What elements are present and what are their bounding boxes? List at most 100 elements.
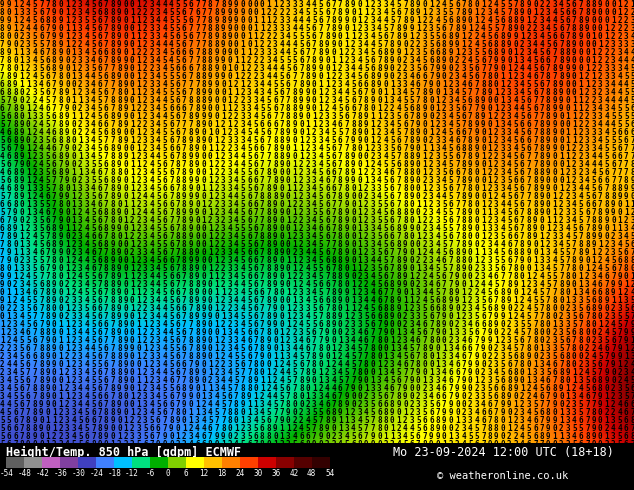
Text: 0: 0 <box>384 424 388 434</box>
Text: 7: 7 <box>403 0 408 9</box>
Text: 9: 9 <box>546 168 550 177</box>
Text: 7: 7 <box>526 160 531 169</box>
Text: 5: 5 <box>91 312 96 321</box>
Text: 5: 5 <box>578 400 583 410</box>
Text: 4: 4 <box>221 376 226 385</box>
Text: 0: 0 <box>72 80 76 89</box>
Text: 6: 6 <box>546 56 550 65</box>
Text: 3: 3 <box>306 224 310 233</box>
Text: 8: 8 <box>533 208 538 217</box>
Text: 1: 1 <box>422 152 427 161</box>
Text: 7: 7 <box>546 64 550 73</box>
Text: 5: 5 <box>312 8 316 17</box>
Text: 7: 7 <box>370 336 375 345</box>
Text: 6: 6 <box>624 136 629 145</box>
Text: 3: 3 <box>442 360 446 369</box>
Text: 3: 3 <box>618 384 622 393</box>
Text: 5: 5 <box>624 304 629 313</box>
Text: 9: 9 <box>332 416 336 425</box>
Text: 4: 4 <box>630 32 634 41</box>
Text: 6: 6 <box>488 48 492 57</box>
Text: 2: 2 <box>468 296 472 305</box>
Text: 7: 7 <box>39 296 44 305</box>
Text: 2: 2 <box>377 120 382 129</box>
Text: 7: 7 <box>344 384 349 393</box>
Text: 3: 3 <box>214 376 219 385</box>
Text: 1: 1 <box>566 112 570 121</box>
Text: 2: 2 <box>318 120 323 129</box>
Text: 0: 0 <box>65 48 70 57</box>
Text: 4: 4 <box>429 288 434 297</box>
Text: 2: 2 <box>273 16 278 25</box>
Text: 3: 3 <box>344 344 349 353</box>
Text: 8: 8 <box>266 184 271 193</box>
Text: 9: 9 <box>578 256 583 265</box>
Text: 1: 1 <box>221 328 226 337</box>
Text: 9: 9 <box>416 8 420 17</box>
Text: 3: 3 <box>156 328 160 337</box>
Text: 8: 8 <box>436 416 440 425</box>
Text: 4: 4 <box>410 336 414 345</box>
Text: 3: 3 <box>32 64 37 73</box>
Text: 4: 4 <box>462 336 466 345</box>
Text: 1: 1 <box>254 40 258 49</box>
Text: 0: 0 <box>292 408 297 417</box>
Text: 9: 9 <box>117 16 122 25</box>
Text: 6: 6 <box>6 112 11 121</box>
Text: 3: 3 <box>370 216 375 225</box>
Text: 8: 8 <box>572 32 577 41</box>
Text: 6: 6 <box>436 296 440 305</box>
Text: 7: 7 <box>176 152 180 161</box>
Text: 4: 4 <box>455 352 460 361</box>
Text: 6: 6 <box>624 248 629 257</box>
Text: 8: 8 <box>110 16 115 25</box>
Text: 2: 2 <box>266 24 271 33</box>
Text: 1: 1 <box>364 144 368 153</box>
Text: 7: 7 <box>0 56 4 65</box>
Text: 4: 4 <box>598 264 603 273</box>
Text: 3: 3 <box>325 112 330 121</box>
Text: 3: 3 <box>156 80 160 89</box>
Text: 5: 5 <box>422 408 427 417</box>
Text: 1: 1 <box>228 88 232 97</box>
Text: 8: 8 <box>578 16 583 25</box>
Text: 4: 4 <box>150 184 154 193</box>
Text: 9: 9 <box>124 80 128 89</box>
Text: 5: 5 <box>611 328 616 337</box>
Text: 7: 7 <box>260 184 264 193</box>
Text: 1: 1 <box>592 48 596 57</box>
Text: 4: 4 <box>234 168 238 177</box>
Text: 0: 0 <box>124 168 128 177</box>
Text: 5: 5 <box>403 104 408 113</box>
Text: 0: 0 <box>273 328 278 337</box>
Text: 0: 0 <box>540 328 544 337</box>
Text: 3: 3 <box>156 360 160 369</box>
Text: 3: 3 <box>84 200 89 209</box>
Text: 4: 4 <box>240 280 245 289</box>
Text: 6: 6 <box>370 56 375 65</box>
Text: 3: 3 <box>84 64 89 73</box>
Text: 0: 0 <box>468 384 472 393</box>
Text: 1: 1 <box>592 248 596 257</box>
Text: 2: 2 <box>240 424 245 434</box>
Text: 8: 8 <box>266 216 271 225</box>
Text: 2: 2 <box>292 424 297 434</box>
Text: 8: 8 <box>410 168 414 177</box>
Text: 8: 8 <box>110 248 115 257</box>
Text: 9: 9 <box>481 104 486 113</box>
Text: 0: 0 <box>65 72 70 81</box>
Text: 7: 7 <box>578 0 583 9</box>
Text: 7: 7 <box>396 232 401 241</box>
Text: 9: 9 <box>514 376 518 385</box>
Text: 3: 3 <box>299 0 304 9</box>
Text: 8: 8 <box>117 320 122 329</box>
Text: 7: 7 <box>390 248 394 257</box>
Text: 8: 8 <box>202 72 206 81</box>
Text: 4: 4 <box>84 40 89 49</box>
Text: 2: 2 <box>559 200 564 209</box>
Text: 3: 3 <box>546 344 550 353</box>
Text: 9: 9 <box>13 208 18 217</box>
Text: 0: 0 <box>429 96 434 105</box>
Text: 2: 2 <box>65 312 70 321</box>
Text: 6: 6 <box>507 248 512 257</box>
